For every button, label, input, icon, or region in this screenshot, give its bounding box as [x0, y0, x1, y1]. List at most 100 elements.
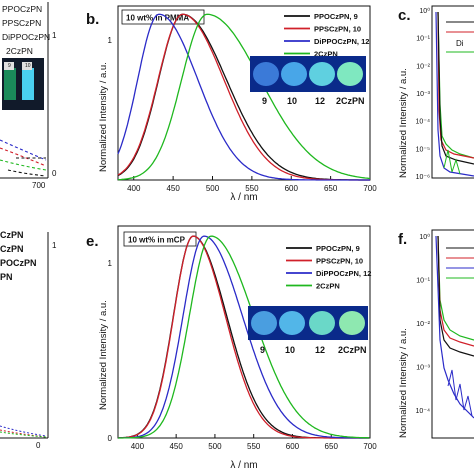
panel-e: e. 10 wt% in mCP Normalized Intensity / …	[86, 225, 377, 471]
panel-a: PPOCzPN PPSCzPN DiPPOCzPN 2CzPN 1 0 700 …	[0, 2, 57, 190]
series-line-ppsczpn-10	[117, 235, 370, 439]
panel-d-legend-3: POCzPN	[0, 258, 37, 268]
panel-e-letter: e.	[86, 233, 99, 250]
x-tick-label: 550	[247, 442, 261, 451]
x-tick-label: 700	[363, 184, 377, 193]
panel-e-annotation-box	[123, 231, 197, 247]
panel-c-letter: c.	[398, 7, 411, 24]
x-tick-label: 650	[325, 442, 339, 451]
panel-b-ylabel: Normalized Intensity / a.u.	[98, 62, 109, 172]
legend-label: DiPPOCzPN, 12	[314, 37, 369, 46]
legend-label: PPOCzPN, 9	[316, 244, 360, 253]
panel-c-series-black	[437, 11, 474, 165]
vial-9	[4, 68, 16, 100]
y-tick-label: 10⁻⁴	[416, 119, 431, 126]
panel-d-series-green	[0, 431, 47, 438]
vial-label-10: 10	[25, 63, 31, 69]
y-tick-label: 10⁰	[419, 7, 430, 15]
panel-b-ytick-1: 1	[108, 36, 113, 45]
series-line-dippoczpn-12	[117, 235, 370, 439]
panel-b-photo-label-2czpn: 2CzPN	[336, 96, 365, 106]
panel-a-legend-3: DiPPOCzPN	[2, 32, 50, 42]
x-tick-label: 450	[169, 442, 183, 451]
x-tick-label: 500	[208, 442, 222, 451]
panel-d: CzPN CzPN POCzPN PN 1 0	[0, 230, 57, 450]
panel-d-legend-4: PN	[0, 272, 13, 282]
y-tick-label: 10⁻⁶	[416, 174, 430, 181]
x-tick-label: 600	[285, 184, 299, 193]
panel-f-letter: f.	[398, 231, 407, 248]
series-line-dippoczpn-12	[117, 13, 370, 181]
panel-c-series-red	[437, 11, 474, 159]
y-tick-label: 10⁻¹	[416, 36, 430, 43]
legend-label: PPSCzPN, 10	[316, 257, 363, 266]
film-e-10	[279, 311, 305, 335]
panel-d-series-blue	[0, 425, 47, 437]
panel-d-tick-right-1: 1	[52, 241, 57, 250]
panel-f-series-red	[437, 235, 474, 347]
panel-e-annotation: 10 wt% in mCP	[128, 236, 186, 245]
panel-d-legend-2: CzPN	[0, 244, 24, 254]
legend-label: 2CzPN	[316, 282, 340, 291]
x-tick-label: 700	[363, 442, 377, 451]
panel-f-noise-blue	[447, 369, 473, 417]
panel-b-annotation: 10 wt% in PMMA	[126, 14, 189, 23]
panel-a-series-blue	[0, 139, 47, 161]
panel-e-film-photo: 9 10 12 2CzPN	[248, 306, 368, 355]
panel-b-annotation-box	[121, 9, 205, 25]
film-2czpn	[337, 62, 363, 86]
panel-e-photo-label-12: 12	[315, 345, 325, 355]
y-tick-label: 10⁻⁴	[416, 408, 431, 415]
panel-e-xlabel: λ / nm	[230, 460, 257, 471]
panel-b-film-photo: 9 10 12 2CzPN	[250, 56, 366, 106]
film-e-9	[251, 311, 277, 335]
panel-e-series	[117, 235, 370, 439]
x-tick-label: 450	[166, 184, 180, 193]
panel-b-letter: b.	[86, 11, 99, 28]
y-tick-label: 10⁻³	[416, 365, 430, 372]
y-tick-label: 10⁰	[419, 233, 430, 241]
panel-a-series-red	[0, 147, 47, 167]
legend-label: PPSCzPN, 10	[314, 25, 361, 34]
panel-b-series	[117, 13, 371, 181]
x-tick-label: 600	[286, 442, 300, 451]
panel-b-xlabel: λ / nm	[230, 192, 257, 203]
panel-f-series-blue	[435, 235, 474, 419]
film-10	[281, 62, 307, 86]
panel-f-series-black	[437, 235, 474, 357]
panel-b-xticks: 400 450 500 550 600 650 700	[127, 176, 377, 193]
legend-label: DiPPOCzPN, 12	[316, 269, 371, 278]
y-tick-label: 10⁻²	[416, 63, 430, 70]
panel-a-legend-4: 2CzPN	[6, 46, 33, 56]
panel-e-photo-label-10: 10	[285, 345, 295, 355]
panel-c-ylabel: Normalized Intensity / a.u.	[398, 68, 409, 178]
y-tick-label: 10⁻⁵	[416, 146, 430, 153]
panel-e-frame	[117, 225, 371, 439]
panel-f: f. Normalized Intensity / a.u. 10⁰10⁻¹10…	[398, 229, 474, 439]
panel-e-photo-label-9: 9	[260, 345, 265, 355]
panel-e-legend: PPOCzPN, 9 PPSCzPN, 10 DiPPOCzPN, 12 2CzPN	[286, 244, 371, 291]
panel-c-noise-green	[443, 149, 461, 175]
panel-c-series-green	[437, 11, 474, 159]
vial-label-9: 9	[8, 63, 11, 69]
panel-c-series-blue	[435, 11, 474, 177]
panel-a-tick-right-0: 0	[52, 169, 57, 178]
panel-b-frame	[117, 5, 371, 181]
panel-a-series-black	[7, 169, 47, 177]
y-tick-label: 10⁻³	[416, 91, 430, 98]
panel-e-xticks: 400 450 500 550 600 650 700	[131, 434, 377, 451]
legend-label: 2CzPN	[314, 50, 338, 59]
panel-e-ylabel: Normalized Intensity / a.u.	[98, 300, 109, 410]
legend-label: PPOCzPN, 9	[314, 12, 358, 21]
panel-c: c. Normalized Intensity / a.u. 10⁰ 10⁻¹ 10…	[398, 5, 474, 181]
series-line-2czpn	[118, 13, 371, 181]
x-tick-label: 400	[131, 442, 145, 451]
film-e-12	[309, 311, 335, 335]
x-tick-label: 550	[245, 184, 259, 193]
panel-a-tick-right-1: 1	[52, 31, 57, 40]
series-line-2czpn	[118, 235, 370, 439]
panel-e-photo-label-2czpn: 2CzPN	[338, 345, 367, 355]
x-tick-label: 500	[206, 184, 220, 193]
vial-10	[22, 68, 34, 100]
